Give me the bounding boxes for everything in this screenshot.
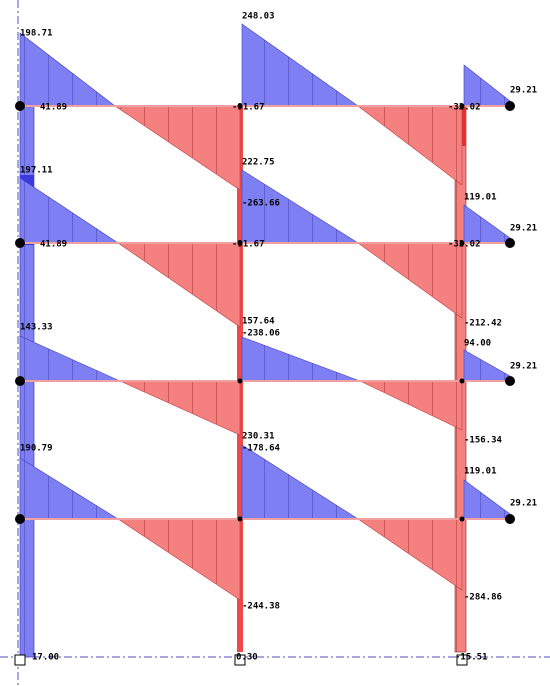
support — [456, 654, 468, 666]
positive-shear — [463, 479, 511, 520]
value-label: -238.06 — [242, 329, 280, 339]
positive-shear — [19, 457, 120, 520]
node — [15, 376, 25, 386]
value-label: 41.89 — [40, 103, 67, 113]
node — [505, 376, 515, 386]
value-label: 29.21 — [510, 499, 537, 509]
value-label: 94.00 — [464, 339, 491, 349]
positive-shear — [19, 177, 119, 244]
negative-shear — [357, 242, 463, 319]
node — [15, 238, 25, 248]
support — [234, 654, 246, 666]
value-label: 248.03 — [242, 12, 275, 22]
value-label: 222.75 — [242, 158, 275, 168]
labels: 198.71 248.03 41.89 -91.67 -32.02 29.21 197.11… — [20, 12, 537, 663]
value-label: 230.31 — [242, 432, 275, 442]
positive-shear — [241, 23, 359, 107]
value-label: 0.30 — [236, 653, 258, 663]
node — [15, 514, 25, 524]
positive-shear — [463, 349, 511, 382]
node — [237, 240, 243, 246]
negative-shear — [117, 242, 241, 328]
node — [505, 514, 515, 524]
value-label: 29.21 — [510, 86, 537, 96]
negative-shear — [119, 380, 241, 436]
node — [459, 240, 465, 246]
value-label: -212.42 — [464, 319, 502, 329]
value-label: 17.00 — [32, 653, 59, 663]
positive-shear — [463, 204, 511, 244]
support — [14, 654, 26, 666]
value-label: -32.02 — [448, 240, 481, 250]
node — [459, 378, 465, 384]
positive-shear — [463, 64, 511, 107]
node — [459, 516, 465, 522]
value-label: 29.21 — [510, 224, 537, 234]
value-label: -91.67 — [232, 240, 265, 250]
positive-shear — [19, 335, 121, 382]
value-label: 41.89 — [40, 240, 67, 250]
value-label: 143.33 — [20, 323, 53, 333]
value-label: -178.64 — [242, 444, 281, 454]
positive-shear — [241, 444, 360, 520]
value-label: 119.01 — [464, 193, 497, 203]
negative-shear — [357, 518, 463, 591]
value-label: -91.67 — [232, 103, 265, 113]
value-label: -263.66 — [242, 199, 280, 209]
node — [237, 103, 243, 109]
value-label: -156.34 — [464, 436, 503, 446]
value-label: 198.71 — [20, 29, 53, 39]
positive-shear — [241, 336, 361, 382]
value-label: -244.38 — [242, 602, 280, 612]
node — [505, 101, 515, 111]
value-label: -32.02 — [448, 103, 481, 113]
value-label: 29.21 — [510, 362, 537, 372]
node — [15, 101, 25, 111]
negative-shear — [359, 380, 463, 431]
node — [237, 516, 243, 522]
value-label: 157.64 — [242, 317, 275, 327]
negative-shear — [114, 105, 241, 191]
node — [237, 378, 243, 384]
value-label: -284.86 — [464, 593, 502, 603]
node — [505, 238, 515, 248]
value-label: 190.79 — [20, 444, 53, 454]
negative-shear — [117, 518, 241, 601]
positive-shear — [19, 32, 116, 107]
value-label: 197.11 — [20, 166, 53, 176]
node — [459, 103, 465, 109]
value-label: 119.01 — [464, 467, 497, 477]
value-label: -15.51 — [455, 653, 488, 663]
negative-shear — [357, 105, 463, 186]
